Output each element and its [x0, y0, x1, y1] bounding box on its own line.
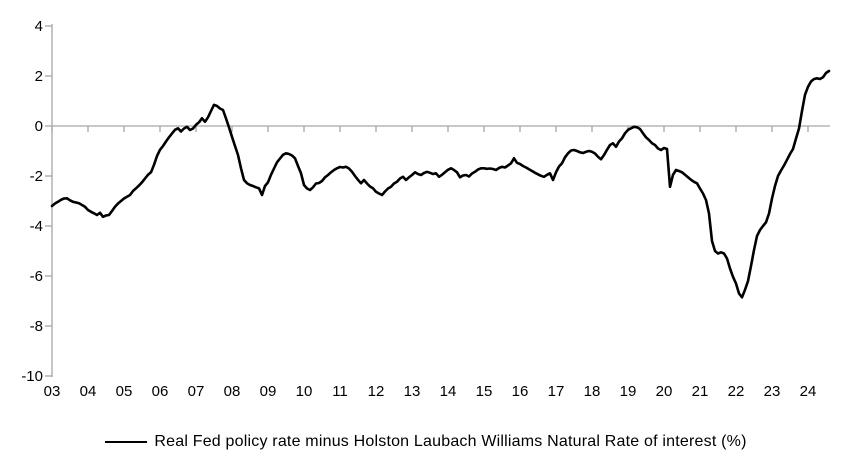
- x-axis-label: 09: [260, 383, 277, 400]
- x-axis-label: 24: [800, 383, 817, 400]
- x-axis-label: 23: [764, 383, 781, 400]
- chart-legend: Real Fed policy rate minus Holston Lauba…: [0, 430, 852, 454]
- y-axis-label: -2: [30, 168, 43, 185]
- x-axis-label: 18: [584, 383, 601, 400]
- x-axis-label: 15: [476, 383, 493, 400]
- x-axis-label: 06: [152, 383, 169, 400]
- x-axis-label: 14: [440, 383, 457, 400]
- x-axis-label: 19: [620, 383, 637, 400]
- data-series-line: [50, 69, 831, 299]
- x-axis-label: 03: [44, 383, 61, 400]
- x-axis-label: 08: [224, 383, 241, 400]
- y-axis-label: -10: [21, 368, 43, 385]
- y-axis-label: 2: [35, 68, 43, 85]
- x-axis-label: 05: [116, 383, 133, 400]
- x-axis-label: 11: [332, 383, 348, 400]
- y-axis-label: -4: [30, 218, 43, 235]
- x-axis-label: 13: [404, 383, 421, 400]
- x-axis-label: 20: [656, 383, 673, 400]
- x-axis-label: 10: [296, 383, 313, 400]
- x-axis-label: 04: [80, 383, 97, 400]
- y-axis-label: 4: [35, 18, 43, 35]
- x-axis-label: 12: [368, 383, 385, 400]
- x-axis-label: 17: [548, 383, 565, 400]
- x-axis-label: 21: [692, 383, 709, 400]
- legend-label: Real Fed policy rate minus Holston Lauba…: [154, 433, 747, 450]
- y-axis-label: -6: [30, 268, 43, 285]
- y-axis-label: 0: [35, 118, 43, 135]
- x-axis-label: 07: [188, 383, 205, 400]
- x-axis-label: 22: [728, 383, 745, 400]
- legend-line-icon: [105, 441, 148, 443]
- x-axis-label: 16: [512, 383, 529, 400]
- y-axis-label: -8: [30, 318, 43, 335]
